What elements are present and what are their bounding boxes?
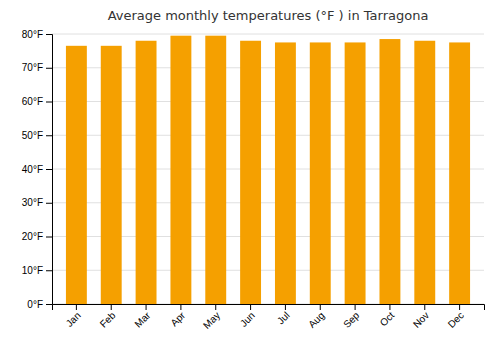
x-tick-label: Jan: [64, 310, 83, 329]
x-tick-label: Nov: [411, 310, 431, 330]
x-tick: Dec: [446, 304, 466, 330]
x-tick-mark: [76, 304, 77, 310]
x-tick: Sep: [341, 304, 362, 330]
y-tick-mark: [46, 304, 52, 305]
y-tick: 60°F: [22, 96, 52, 107]
x-tick-label: Jun: [238, 310, 257, 329]
y-tick: 20°F: [22, 231, 52, 242]
x-tick: Mar: [132, 304, 152, 330]
x-tick-label: Dec: [446, 310, 466, 330]
x-tick-mark: [320, 304, 321, 310]
bar: [136, 41, 157, 304]
x-tick-label: Feb: [98, 309, 118, 329]
x-axis: Jan Feb Mar Apr May Jun Jul Aug Sep Oct Nov Dec: [53, 304, 485, 331]
y-tick-label: 70°F: [22, 62, 43, 73]
y-tick: 50°F: [22, 130, 52, 141]
y-tick-mark: [46, 34, 52, 35]
bar: [345, 42, 366, 304]
y-tick: 10°F: [22, 265, 52, 276]
y-tick-mark: [46, 270, 52, 271]
y-tick-label: 0°F: [27, 299, 43, 310]
y-tick-mark: [46, 68, 52, 69]
y-tick-label: 80°F: [22, 29, 43, 40]
y-axis: 0°F 10°F 20°F 30°F 40°F 50°F 60°F 70°F 80°F: [22, 29, 53, 310]
x-tick-mark: [111, 304, 112, 310]
x-tick-label: Sep: [341, 309, 362, 330]
y-tick-label: 20°F: [22, 231, 43, 242]
y-tick-mark: [46, 135, 52, 136]
bar: [310, 42, 331, 304]
plot: Jan Feb Mar Apr May Jun Jul Aug Sep Oct Nov Dec 0°F 1…: [22, 29, 485, 331]
x-tick-label: Mar: [132, 309, 152, 329]
chart: Jan Feb Mar Apr May Jun Jul Aug Sep Oct Nov Dec 0°F 1…: [0, 0, 500, 350]
y-tick-mark: [46, 169, 52, 170]
x-tick-label: Apr: [168, 309, 187, 328]
bar: [449, 42, 470, 304]
x-tick-mark: [250, 304, 251, 310]
bar: [205, 36, 226, 304]
y-tick-label: 60°F: [22, 96, 43, 107]
x-tick-label: Oct: [378, 310, 397, 329]
x-tick-label: Aug: [306, 310, 326, 330]
x-tick-label: May: [201, 310, 222, 331]
grid: [52, 34, 484, 304]
grid-line: [52, 34, 484, 35]
y-tick: 80°F: [22, 29, 52, 40]
bar: [170, 36, 191, 304]
bars: [66, 36, 470, 304]
x-tick: May: [201, 304, 222, 331]
bar: [414, 41, 435, 304]
y-tick-label: 30°F: [22, 197, 43, 208]
x-tick-mark: [180, 304, 181, 310]
y-tick: 40°F: [22, 164, 52, 175]
x-tick-label: Jul: [275, 310, 292, 327]
x-tick-mark: [215, 304, 216, 310]
x-tick: Feb: [98, 304, 118, 330]
x-tick-mark: [146, 304, 147, 310]
x-tick-mark: [389, 304, 390, 310]
bar: [240, 41, 261, 304]
y-tick: 30°F: [22, 197, 52, 208]
x-tick: Oct: [378, 304, 397, 328]
x-tick: Nov: [411, 304, 431, 330]
y-tick-mark: [46, 203, 52, 204]
x-tick: Jun: [238, 304, 257, 329]
y-tick: 0°F: [27, 299, 52, 310]
y-tick-label: 50°F: [22, 130, 43, 141]
title: Average monthly temperatures (°F ) in Ta…: [108, 8, 429, 23]
y-tick-label: 10°F: [22, 265, 43, 276]
bar: [101, 46, 122, 304]
x-tick: Jan: [64, 304, 83, 329]
bar: [275, 42, 296, 304]
y-axis-line: [46, 35, 53, 305]
y-tick: 70°F: [22, 62, 52, 73]
x-tick-mark: [459, 304, 460, 310]
y-tick-label: 40°F: [22, 164, 43, 175]
bar: [379, 39, 400, 304]
x-axis-line: [53, 305, 485, 311]
x-tick-mark: [285, 304, 286, 310]
x-tick-mark: [424, 304, 425, 310]
x-tick: Jul: [275, 304, 292, 326]
x-tick-mark: [355, 304, 356, 310]
x-tick: Aug: [306, 304, 326, 330]
bar: [66, 46, 87, 304]
x-tick: Apr: [168, 304, 187, 328]
y-tick-mark: [46, 237, 52, 238]
y-tick-mark: [46, 102, 52, 103]
